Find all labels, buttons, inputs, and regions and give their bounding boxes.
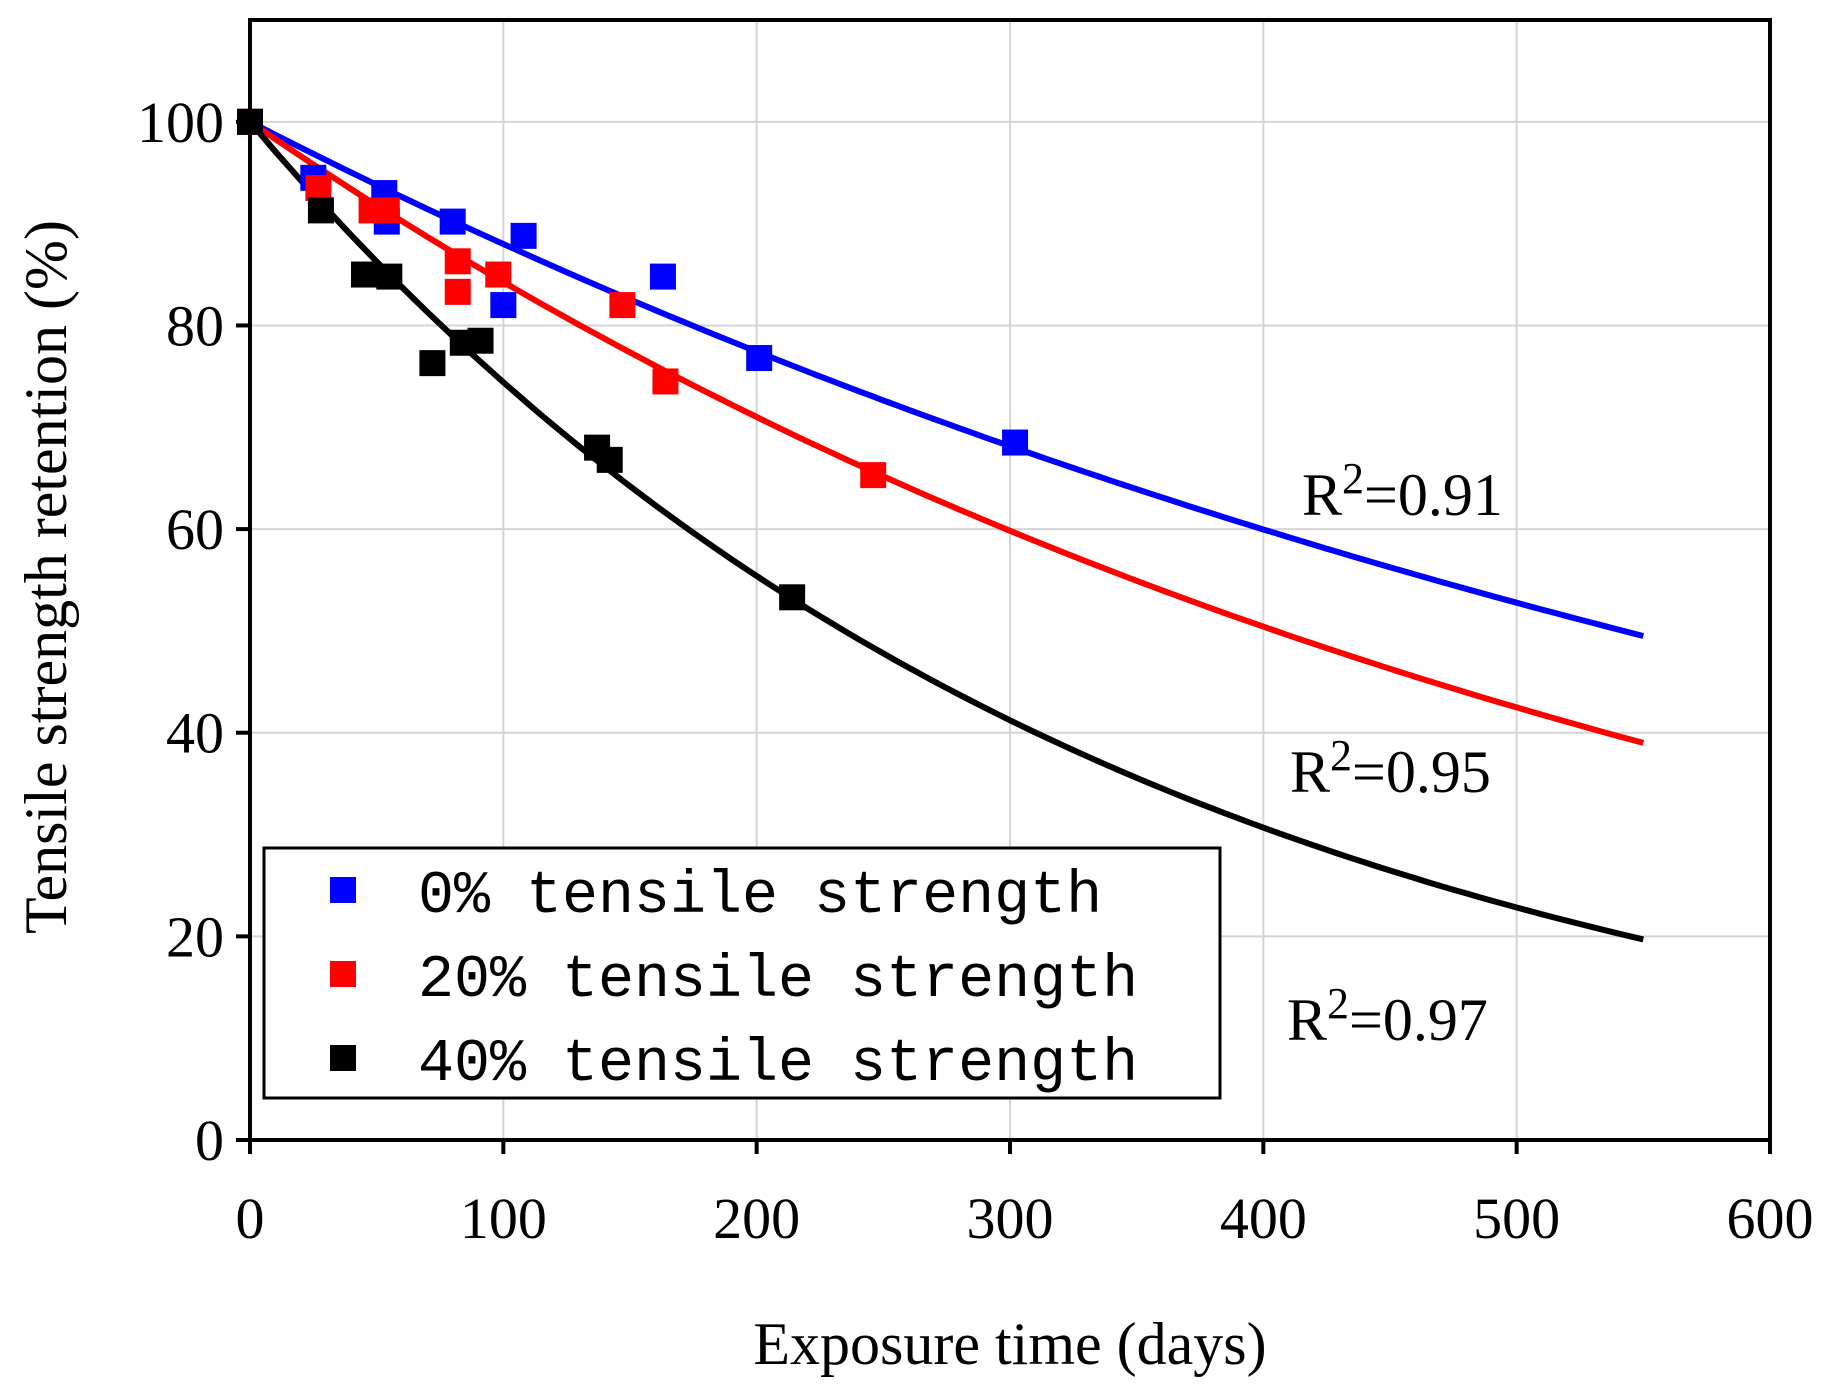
data-point-series-1 <box>485 261 512 288</box>
y-tick-label: 60 <box>166 497 224 562</box>
data-point-series-2 <box>596 446 623 473</box>
data-point-series-1 <box>609 292 636 319</box>
data-markers <box>237 108 1029 611</box>
y-tick-label: 0 <box>195 1108 224 1173</box>
data-point-series-2 <box>419 350 446 377</box>
legend-marker-series-0 <box>330 877 356 903</box>
y-tick-label: 100 <box>137 90 224 155</box>
data-point-series-2 <box>307 197 334 224</box>
data-point-series-1 <box>305 175 332 201</box>
axis-ticks: 0 100 200 300 400 500 600 0 20 40 60 80 100 <box>137 90 1814 1251</box>
y-tick-label: 40 <box>166 701 224 766</box>
fit-curve-series-1 <box>248 119 1645 746</box>
legend-marker-series-1 <box>330 961 356 987</box>
data-point-series-1 <box>860 462 887 489</box>
x-tick-label: 200 <box>713 1186 800 1251</box>
fit-curve-series-2 <box>247 119 1644 943</box>
data-point-series-1 <box>444 278 471 305</box>
x-tick-label: 300 <box>967 1186 1054 1251</box>
fit-curves <box>247 119 1645 943</box>
x-axis-title: Exposure time (days) <box>753 1311 1266 1377</box>
r2-label-series-1: R2=0.95 <box>1290 731 1491 805</box>
x-tick-label: 600 <box>1727 1186 1814 1251</box>
fit-curve-series-0 <box>248 119 1645 639</box>
legend-box <box>262 846 1222 1100</box>
legend: 0% tensile strength 20% tensile strength 4… <box>262 846 1222 1100</box>
data-point-series-2 <box>376 263 403 290</box>
data-point-series-2 <box>779 584 806 611</box>
legend-marker-series-2 <box>330 1045 356 1071</box>
legend-label-series-2: 40% tensile strength <box>418 1031 1138 1099</box>
r2-label-series-2: R2=0.97 <box>1287 979 1488 1053</box>
data-point-series-0 <box>439 208 466 235</box>
r2-annotations: R2=0.91 R2=0.95 R2=0.97 <box>1287 454 1503 1053</box>
data-point-series-2 <box>467 327 494 354</box>
data-point-series-0 <box>649 263 676 290</box>
y-tick-label: 20 <box>166 904 224 969</box>
x-tick-label: 400 <box>1220 1186 1307 1251</box>
x-tick-label: 100 <box>460 1186 547 1251</box>
data-point-series-2 <box>351 261 377 288</box>
y-tick-label: 80 <box>166 293 224 358</box>
data-point-series-1 <box>373 197 400 224</box>
y-axis-title: Tensile strength retention (%) <box>13 220 79 934</box>
data-point-series-0 <box>490 292 517 319</box>
x-tick-label: 500 <box>1473 1186 1560 1251</box>
r2-label-series-0: R2=0.91 <box>1302 454 1503 528</box>
x-tick-label: 0 <box>236 1186 265 1251</box>
legend-label-series-0: 0% tensile strength <box>418 863 1102 931</box>
legend-label-series-1: 20% tensile strength <box>418 947 1138 1015</box>
data-point-series-0 <box>510 222 537 249</box>
data-point-series-1 <box>652 368 679 395</box>
data-point-series-0 <box>1002 429 1029 456</box>
data-point-series-0 <box>746 345 773 372</box>
data-point-series-1 <box>444 248 471 275</box>
